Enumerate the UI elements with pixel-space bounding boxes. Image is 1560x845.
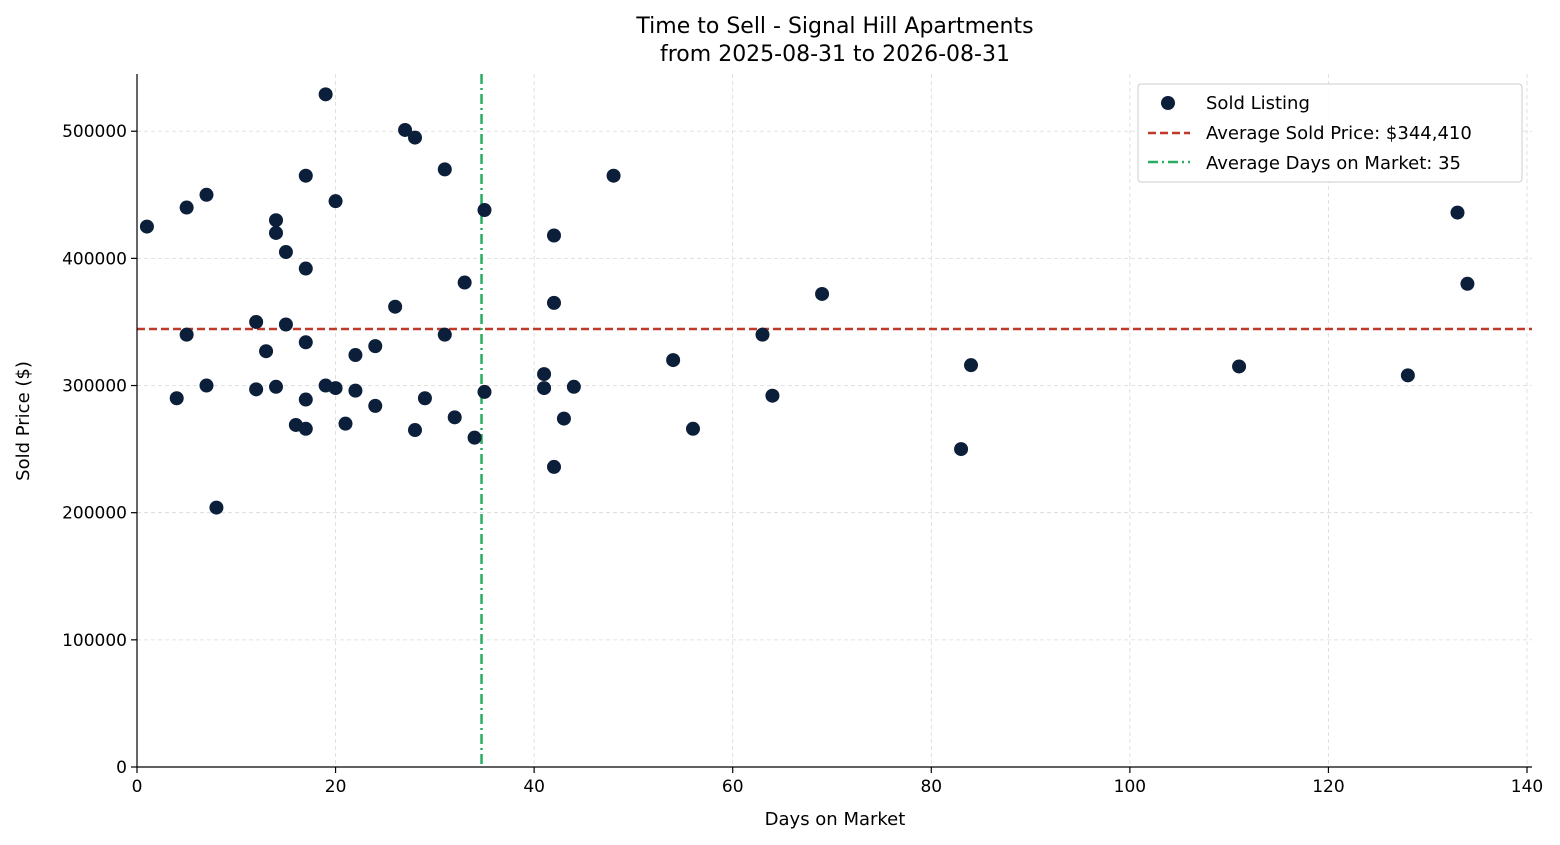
- data-point: [298, 261, 313, 276]
- data-point: [179, 327, 194, 342]
- data-point: [278, 245, 293, 260]
- data-point: [298, 421, 313, 436]
- data-point: [755, 327, 770, 342]
- data-point: [566, 379, 581, 394]
- y-tick-label: 0: [116, 758, 127, 778]
- data-point: [537, 367, 552, 382]
- y-axis-ticks: 0 100000 200000 300000 400000 500000: [62, 122, 137, 778]
- data-point: [259, 344, 274, 359]
- data-point: [815, 286, 830, 301]
- x-tick-label: 100: [1114, 777, 1146, 797]
- data-point: [318, 87, 333, 102]
- data-point: [348, 383, 363, 398]
- data-point: [328, 381, 343, 396]
- data-point: [278, 317, 293, 332]
- x-tick-label: 40: [523, 777, 545, 797]
- legend: Sold Listing Average Sold Price: $344,41…: [1137, 83, 1523, 183]
- legend-marker-sold-listing: [1161, 96, 1175, 110]
- data-point: [477, 384, 492, 399]
- data-points: [139, 87, 1475, 515]
- data-point: [348, 348, 363, 363]
- y-tick-label: 500000: [62, 122, 127, 142]
- x-tick-label: 140: [1511, 777, 1543, 797]
- data-point: [249, 382, 264, 397]
- y-tick-label: 400000: [62, 249, 127, 269]
- data-point: [547, 228, 561, 243]
- data-point: [547, 459, 561, 474]
- data-point: [408, 130, 422, 145]
- data-point: [964, 358, 978, 373]
- data-point: [417, 391, 432, 406]
- data-point: [398, 122, 413, 137]
- data-point: [199, 187, 214, 202]
- data-point: [1460, 276, 1475, 291]
- data-point: [477, 203, 492, 218]
- data-point: [666, 353, 681, 368]
- data-point: [437, 327, 452, 342]
- data-point: [209, 500, 224, 515]
- data-point: [328, 194, 343, 209]
- data-point: [467, 430, 482, 445]
- x-tick-label: 120: [1312, 777, 1344, 797]
- x-tick-label: 20: [325, 777, 347, 797]
- data-point: [388, 299, 403, 314]
- data-point: [606, 168, 621, 183]
- y-tick-label: 300000: [62, 377, 127, 397]
- data-point: [537, 381, 552, 396]
- y-tick-label: 200000: [62, 504, 127, 524]
- legend-label-average-price: Average Sold Price: $344,410: [1206, 123, 1472, 144]
- data-point: [547, 295, 561, 310]
- data-point: [338, 416, 353, 431]
- x-tick-label: 0: [132, 777, 143, 797]
- reference-lines: [137, 74, 1532, 767]
- data-point: [368, 398, 383, 413]
- y-axis-label: Sold Price ($): [13, 361, 34, 481]
- data-point: [408, 423, 422, 438]
- y-tick-label: 100000: [62, 631, 127, 651]
- chart-title: Time to Sell - Signal Hill Apartments: [635, 14, 1033, 39]
- data-point: [447, 410, 462, 425]
- data-point: [556, 411, 571, 426]
- data-point: [269, 213, 283, 228]
- data-point: [1450, 205, 1465, 220]
- data-point: [954, 442, 969, 457]
- data-point: [199, 378, 214, 393]
- legend-label-average-days: Average Days on Market: 35: [1206, 153, 1461, 174]
- x-axis-ticks: 0 20 40 60 80 100 120 140: [132, 767, 1543, 797]
- data-point: [249, 314, 264, 329]
- data-point: [686, 421, 700, 436]
- data-point: [269, 379, 283, 394]
- legend-label-sold-listing: Sold Listing: [1206, 93, 1310, 114]
- x-tick-label: 80: [920, 777, 942, 797]
- chart-subtitle: from 2025-08-31 to 2026-08-31: [660, 42, 1010, 67]
- x-axis-label: Days on Market: [765, 809, 906, 830]
- data-point: [1400, 368, 1415, 383]
- data-point: [139, 219, 154, 234]
- data-point: [298, 335, 313, 350]
- data-point: [169, 391, 184, 406]
- data-point: [368, 339, 383, 354]
- axes: [136, 74, 1532, 768]
- data-point: [298, 168, 313, 183]
- data-point: [298, 392, 313, 407]
- legend-box: [1137, 83, 1523, 183]
- data-point: [437, 162, 452, 177]
- data-point: [179, 200, 194, 215]
- data-point: [457, 275, 472, 290]
- data-point: [1232, 359, 1247, 374]
- data-point: [269, 225, 283, 240]
- x-tick-label: 60: [722, 777, 744, 797]
- data-point: [765, 388, 780, 403]
